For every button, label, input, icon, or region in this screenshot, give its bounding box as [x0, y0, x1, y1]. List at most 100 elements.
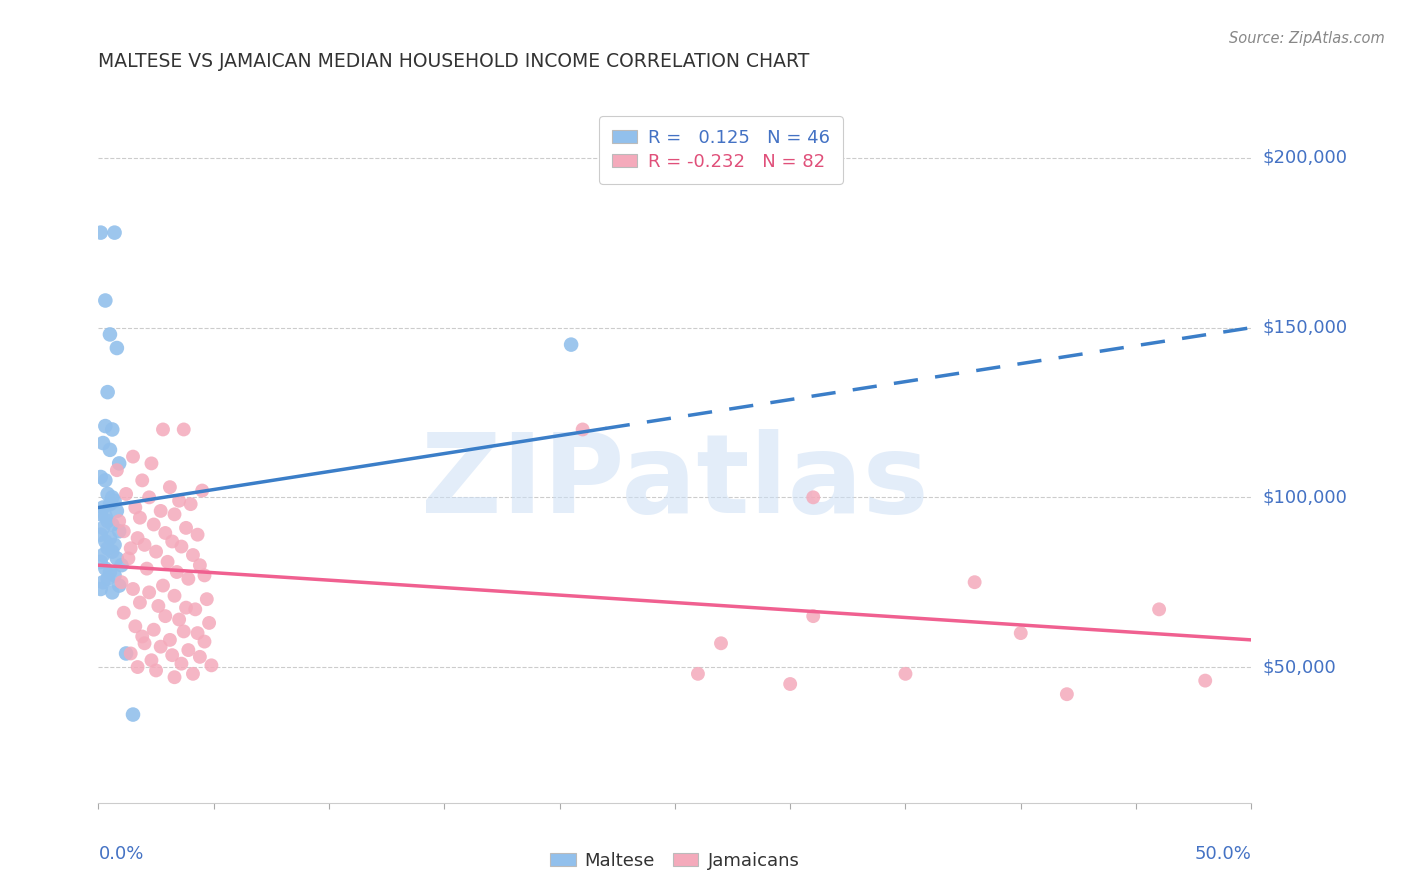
Point [91, 521, 114, 535]
Point [177, 643, 200, 657]
Point [156, 555, 179, 569]
Point [91, 436, 114, 450]
Point [120, 541, 142, 556]
Point [1056, 687, 1078, 701]
Point [131, 474, 153, 488]
Point [167, 493, 190, 508]
Point [163, 670, 186, 684]
Point [160, 648, 183, 662]
Point [127, 531, 149, 545]
Text: Source: ZipAtlas.com: Source: ZipAtlas.com [1229, 31, 1385, 46]
Point [98, 531, 121, 545]
Point [134, 636, 156, 650]
Point [134, 538, 156, 552]
Point [127, 660, 149, 674]
Point [166, 565, 188, 579]
Point [188, 558, 211, 573]
Point [129, 596, 152, 610]
Point [108, 514, 131, 528]
Point [105, 551, 128, 566]
Point [163, 589, 186, 603]
Point [124, 619, 146, 633]
Point [94, 534, 117, 549]
Point [94, 293, 117, 308]
Point [117, 551, 139, 566]
Point [149, 504, 172, 518]
Point [98, 327, 121, 342]
Point [801, 609, 824, 624]
Point [779, 677, 801, 691]
Text: 0.0%: 0.0% [98, 845, 143, 863]
Point [686, 666, 709, 681]
Text: $200,000: $200,000 [1263, 149, 1348, 167]
Point [198, 615, 221, 630]
Point [103, 538, 125, 552]
Point [112, 606, 135, 620]
Point [187, 626, 209, 640]
Point [129, 510, 152, 524]
Point [91, 575, 114, 590]
Point [105, 463, 128, 477]
Point [142, 623, 165, 637]
Point [131, 630, 153, 644]
Point [149, 640, 172, 654]
Point [163, 508, 186, 522]
Point [138, 491, 160, 505]
Point [191, 483, 214, 498]
Point [97, 385, 120, 400]
Text: 50.0%: 50.0% [1195, 845, 1251, 863]
Point [181, 548, 204, 562]
Point [101, 585, 124, 599]
Point [188, 649, 211, 664]
Point [145, 664, 167, 678]
Point [97, 487, 120, 501]
Point [195, 592, 218, 607]
Point [801, 491, 824, 505]
Point [90, 582, 112, 596]
Text: ZIPatlas: ZIPatlas [420, 429, 929, 536]
Point [110, 558, 132, 573]
Point [94, 508, 117, 523]
Point [108, 524, 131, 539]
Point [170, 657, 193, 671]
Point [120, 647, 142, 661]
Point [108, 578, 131, 592]
Point [173, 422, 195, 436]
Point [560, 337, 582, 351]
Point [174, 521, 197, 535]
Point [94, 474, 117, 488]
Point [103, 226, 125, 240]
Point [894, 666, 917, 681]
Point [90, 470, 112, 484]
Point [173, 624, 195, 639]
Point [138, 585, 160, 599]
Point [97, 541, 120, 556]
Point [103, 568, 125, 582]
Point [193, 568, 215, 582]
Point [142, 517, 165, 532]
Point [180, 497, 202, 511]
Point [1010, 626, 1032, 640]
Text: $100,000: $100,000 [1263, 488, 1348, 507]
Point [122, 450, 145, 464]
Point [101, 544, 124, 558]
Point [124, 500, 146, 515]
Point [141, 653, 163, 667]
Point [105, 504, 128, 518]
Point [91, 500, 114, 515]
Text: MALTESE VS JAMAICAN MEDIAN HOUSEHOLD INCOME CORRELATION CHART: MALTESE VS JAMAICAN MEDIAN HOUSEHOLD INC… [98, 53, 810, 71]
Point [90, 508, 112, 522]
Point [115, 647, 138, 661]
Point [103, 493, 125, 508]
Point [115, 487, 138, 501]
Point [101, 491, 124, 505]
Point [145, 544, 167, 558]
Point [200, 658, 222, 673]
Point [90, 527, 112, 541]
Point [159, 632, 181, 647]
Legend: Maltese, Jamaicans: Maltese, Jamaicans [543, 845, 807, 877]
Point [97, 572, 120, 586]
Point [98, 497, 121, 511]
Point [710, 636, 733, 650]
Point [167, 613, 190, 627]
